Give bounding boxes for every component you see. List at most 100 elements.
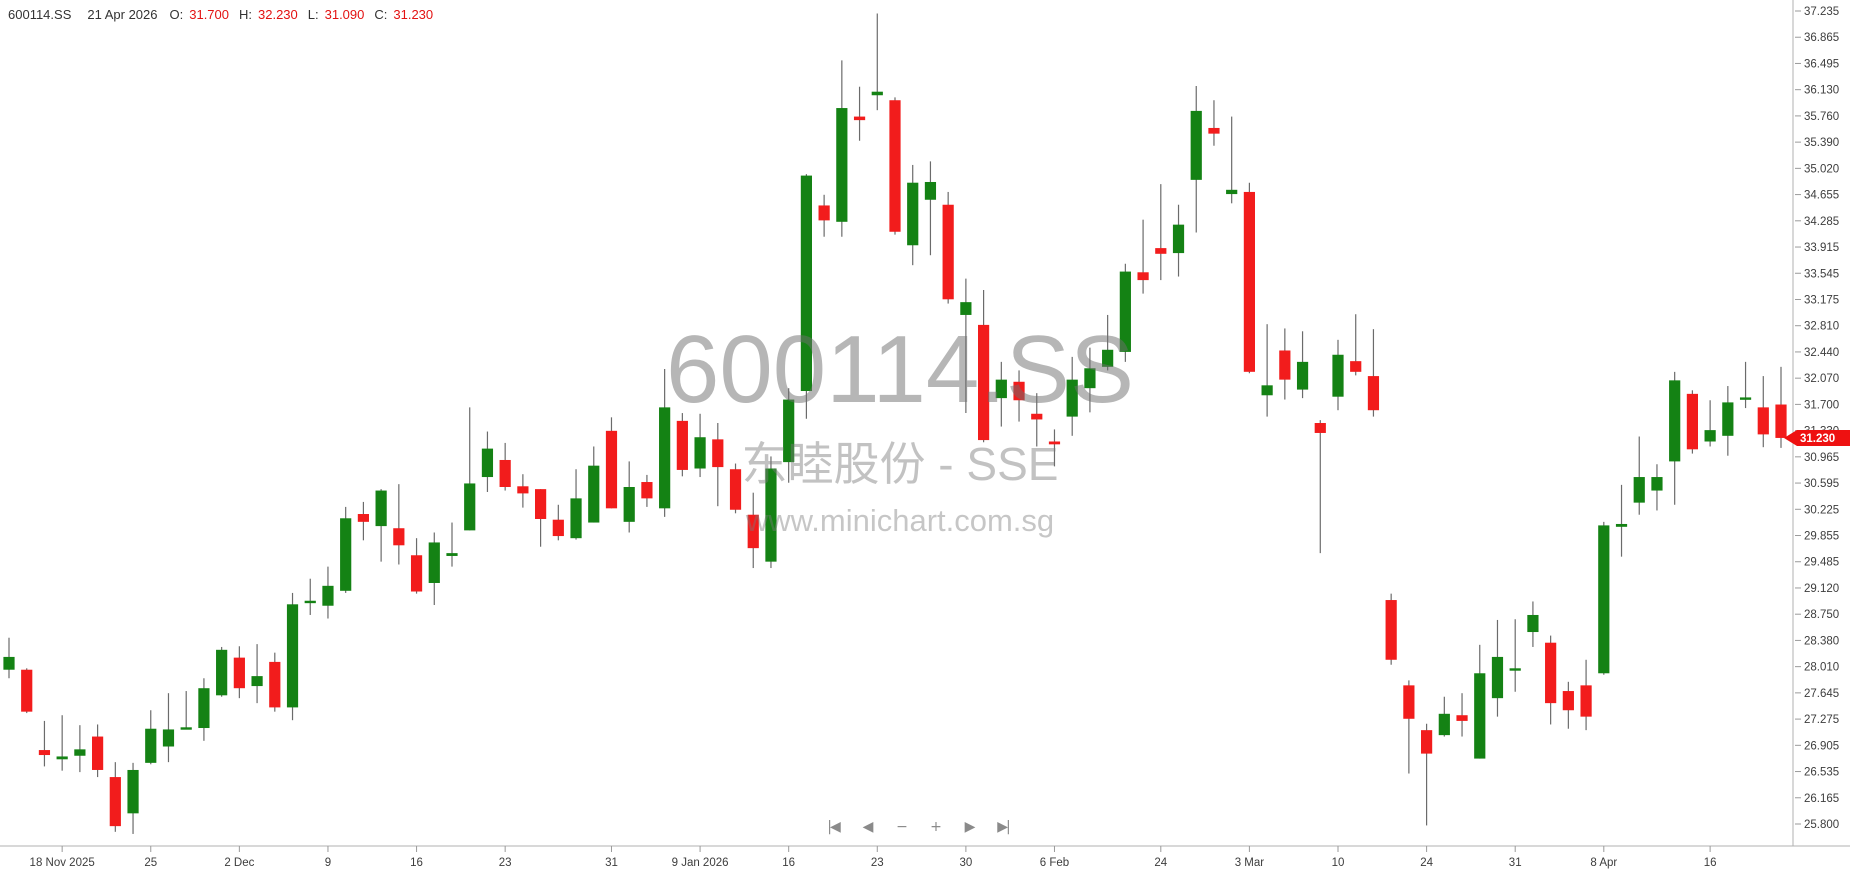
candle-body-up <box>907 182 919 246</box>
candle-body-down <box>1243 191 1255 372</box>
candle-body-up <box>1509 668 1521 671</box>
date-axis-label: 8 Apr <box>1590 857 1617 869</box>
candle-body-up <box>216 649 228 696</box>
date-axis-label: 3 Mar <box>1235 857 1265 869</box>
date-axis-label: 2 Dec <box>224 857 254 869</box>
zoom-in-button[interactable]: + <box>930 819 942 835</box>
price-axis-label: 26.905 <box>1804 740 1839 752</box>
price-axis-label: 33.175 <box>1804 294 1839 306</box>
price-axis-label: 26.165 <box>1804 793 1839 805</box>
date-axis-label: 31 <box>1509 857 1522 869</box>
low-value: 31.090 <box>324 7 365 22</box>
candle-body-down <box>1279 350 1291 380</box>
candle-body-up <box>1598 525 1610 674</box>
candle-body-down <box>942 204 954 300</box>
date-axis-label: 23 <box>499 857 512 869</box>
candle-body-up <box>1066 379 1078 417</box>
candle-body-down <box>1013 381 1025 401</box>
candle-body-up <box>1651 477 1663 491</box>
price-axis-label: 32.440 <box>1804 347 1839 359</box>
candle-body-up <box>1119 271 1131 352</box>
price-axis-label: 32.070 <box>1804 373 1839 385</box>
watermark-website: www.minichart.com.sg <box>745 503 1054 538</box>
candle-body-down <box>1403 685 1415 719</box>
candle-body-up <box>1332 354 1344 397</box>
candle-body-up <box>322 585 334 606</box>
skip-to-end-button[interactable]: ▶| <box>997 819 1010 835</box>
candle-body-up <box>304 600 316 604</box>
price-axis-label: 36.130 <box>1804 85 1839 97</box>
candle-body-down <box>1048 441 1061 445</box>
candle-body-down <box>269 661 281 708</box>
candle-body-down <box>1580 685 1592 717</box>
price-axis-label: 34.285 <box>1804 216 1839 228</box>
candle-body-down <box>92 736 104 770</box>
zoom-out-button[interactable]: − <box>896 819 908 835</box>
candle-body-down <box>499 459 511 487</box>
candle-body-up <box>800 175 812 392</box>
date-axis-label: 10 <box>1332 857 1345 869</box>
candle-body-up <box>1296 361 1309 390</box>
candle-body-down <box>889 100 901 232</box>
candle-body-up <box>446 553 458 556</box>
candle-body-up <box>1527 614 1539 633</box>
candle-body-down <box>641 482 653 499</box>
price-axis-label: 28.010 <box>1804 662 1839 674</box>
price-axis-label: 36.865 <box>1804 32 1839 44</box>
candle-body-up <box>198 688 210 729</box>
candle-body-up <box>1615 523 1628 527</box>
price-axis-label: 30.225 <box>1804 504 1839 516</box>
close-value: 31.230 <box>393 7 434 22</box>
candle-body-up <box>694 437 706 469</box>
price-axis-label: 31.700 <box>1804 399 1839 411</box>
price-axis-label: 30.965 <box>1804 452 1839 464</box>
candle-body-down <box>109 777 121 827</box>
date-axis-label: 24 <box>1154 857 1167 869</box>
date-axis-label: 24 <box>1420 857 1433 869</box>
symbol-label: 600114.SS <box>8 7 72 22</box>
candle-body-up <box>1190 110 1202 180</box>
candle-body-down <box>1031 413 1043 420</box>
step-back-button[interactable]: ◀ <box>862 819 874 835</box>
candle-body-up <box>659 407 671 509</box>
high-label: H: <box>239 7 252 22</box>
candle-body-up <box>1739 397 1752 400</box>
candle-body-up <box>340 518 352 591</box>
candle-body-down <box>233 657 245 689</box>
candle-body-down <box>978 324 990 441</box>
date-axis-label: 25 <box>144 857 157 869</box>
candle-body-down <box>1562 691 1574 711</box>
candle-body-up <box>960 302 972 315</box>
price-axis-label: 35.020 <box>1804 163 1839 175</box>
candle-body-down <box>1350 361 1362 372</box>
candle-body-down <box>818 205 830 221</box>
candle-body-up <box>286 604 299 708</box>
candle-body-down <box>729 469 742 510</box>
candle-body-up <box>1633 477 1645 503</box>
candle-body-down <box>1208 127 1220 134</box>
candle-body-up <box>127 769 139 814</box>
skip-to-start-button[interactable]: |◀ <box>827 819 840 835</box>
candle-body-down <box>517 486 529 494</box>
candle-body-up <box>995 379 1007 399</box>
last-price-tag-value: 31.230 <box>1800 433 1835 445</box>
candle-body-up <box>1172 224 1185 254</box>
price-axis-label: 28.380 <box>1804 635 1839 647</box>
candle-body-up <box>1438 713 1450 736</box>
candle-body-up <box>1084 368 1096 389</box>
candle-body-down <box>21 669 33 712</box>
price-axis-label: 29.120 <box>1804 583 1839 595</box>
candle-body-up <box>251 676 263 687</box>
date-axis-label: 16 <box>1704 857 1717 869</box>
candle-body-down <box>357 514 369 522</box>
price-axis-label: 36.495 <box>1804 58 1839 70</box>
candle-body-up <box>924 181 937 200</box>
open-value: 31.700 <box>189 7 229 22</box>
candle-body-down <box>1314 423 1326 433</box>
step-forward-button[interactable]: ▶ <box>964 819 976 835</box>
candle-body-up <box>145 728 157 763</box>
candle-body-down <box>1456 715 1468 721</box>
candle-body-up <box>1491 656 1504 699</box>
